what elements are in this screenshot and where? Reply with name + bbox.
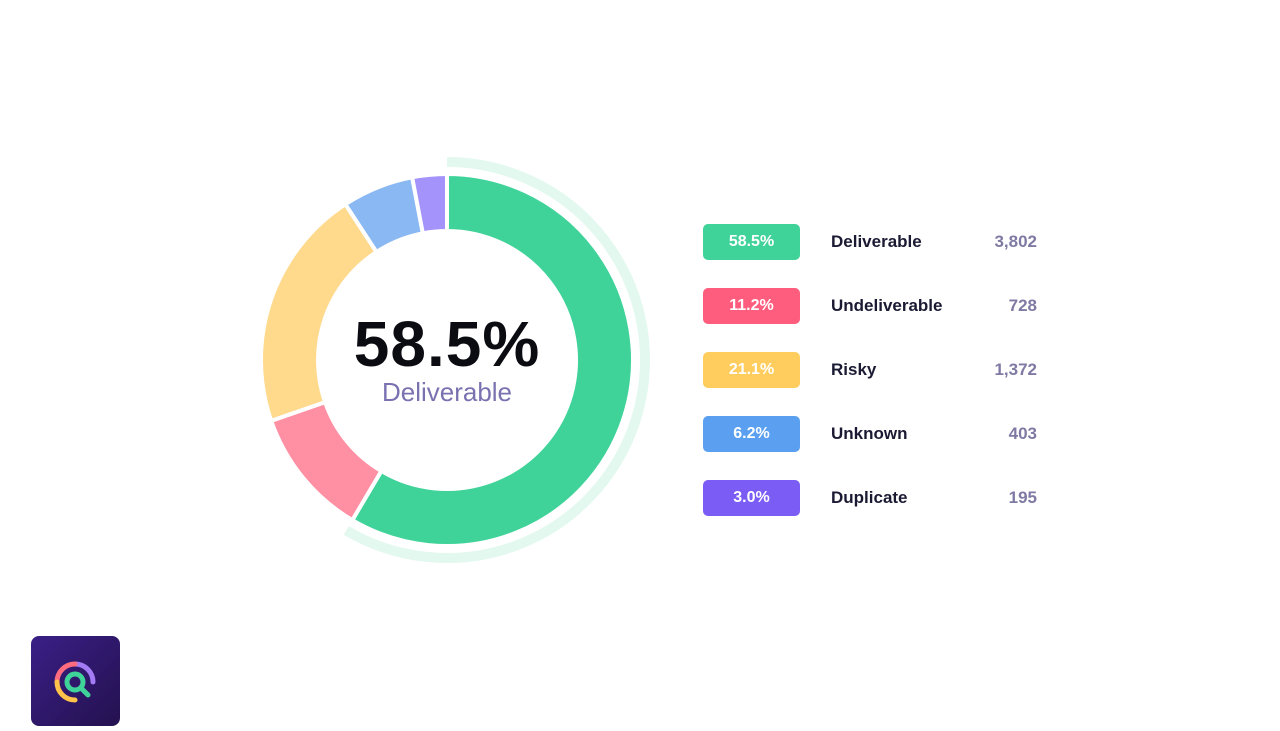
legend-count: 1,372 [994,360,1037,379]
legend-row-deliverable: 58.5% Deliverable 3,802 [703,224,1043,260]
donut-segment-undeliverable [268,399,385,523]
legend-count: 728 [1008,296,1037,315]
center-label: Deliverable [381,377,513,407]
donut-segment-duplicate [409,171,449,236]
legend-row-duplicate: 3.0% Duplicate 195 [703,480,1043,516]
legend-count: 195 [1008,488,1037,507]
percent-badge: 6.2% [703,416,800,452]
percent-badge: 3.0% [703,480,800,516]
legend: 58.5% Deliverable 3,802 11.2% Undelivera… [703,224,1043,544]
legend-label: Duplicate [831,488,908,507]
app-logo [31,636,120,726]
legend-label: Unknown [831,424,908,443]
percent-badge: 11.2% [703,288,800,324]
percent-badge: 21.1% [703,352,800,388]
legend-count: 403 [1008,424,1037,443]
legend-row-undeliverable: 11.2% Undeliverable 728 [703,288,1043,324]
percent-badge: 58.5% [703,224,800,260]
center-percent: 58.5% [353,308,541,380]
legend-label: Deliverable [831,232,922,251]
highlight-ring [343,157,650,563]
legend-count: 3,802 [994,232,1037,251]
search-logo-icon [54,661,96,703]
legend-row-unknown: 6.2% Unknown 403 [703,416,1043,452]
legend-row-risky: 21.1% Risky 1,372 [703,352,1043,388]
legend-label: Risky [831,360,877,379]
donut-segment-deliverable [349,171,635,548]
legend-label: Undeliverable [831,296,943,315]
